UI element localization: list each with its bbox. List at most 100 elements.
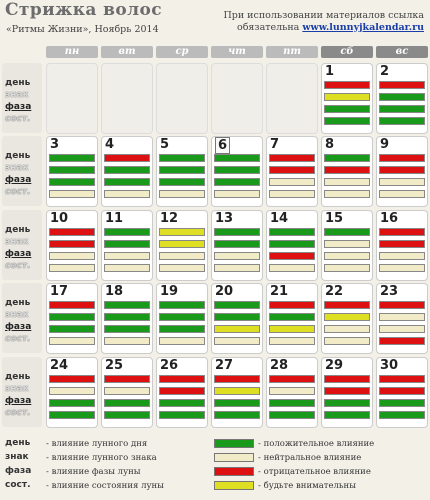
influence-bar-2 [159, 178, 205, 186]
day-cell-22[interactable]: 22 [321, 283, 373, 354]
influence-bar-2 [49, 325, 95, 333]
day-number: 18 [105, 284, 124, 299]
day-cell-17[interactable]: 17 [46, 283, 98, 354]
row-label-0: день [5, 78, 31, 88]
influence-bar-2 [159, 252, 205, 260]
day-cell-8[interactable]: 8 [321, 136, 373, 207]
influence-bar-1 [324, 313, 370, 321]
day-number: 11 [105, 211, 124, 226]
influence-bar-2 [269, 325, 315, 333]
influence-bar-0 [49, 228, 95, 236]
day-number: 26 [160, 358, 179, 373]
day-cell-7[interactable]: 7 [266, 136, 318, 207]
legend-desc-0: - влияние лунного дня [46, 439, 148, 449]
day-cell-29[interactable]: 29 [321, 357, 373, 428]
influence-bar-1 [214, 166, 260, 174]
row-label-3: сост. [5, 187, 31, 197]
day-cell-11[interactable]: 11 [101, 210, 153, 281]
day-cell-3[interactable]: 3 [46, 136, 98, 207]
day-cell-13[interactable]: 13 [211, 210, 263, 281]
influence-bar-0 [104, 375, 150, 383]
influence-bar-0 [214, 375, 260, 383]
day-cell-12[interactable]: 12 [156, 210, 208, 281]
day-cell-24[interactable]: 24 [46, 357, 98, 428]
day-cell-21[interactable]: 21 [266, 283, 318, 354]
influence-bar-3 [379, 337, 425, 345]
influence-bar-3 [159, 337, 205, 345]
row-label-2: фаза [5, 249, 32, 259]
day-cell-20[interactable]: 20 [211, 283, 263, 354]
influence-bar-0 [269, 228, 315, 236]
influence-bar-3 [269, 337, 315, 345]
influence-bar-1 [379, 240, 425, 248]
site-link[interactable]: www.lunnyjkalendar.ru [302, 22, 424, 33]
influence-bar-0 [49, 375, 95, 383]
influence-bar-3 [159, 411, 205, 419]
influence-bar-3 [214, 411, 260, 419]
influence-bar-3 [379, 117, 425, 125]
influence-bar-3 [379, 411, 425, 419]
row-label-1: знак [5, 90, 29, 100]
dow-header-0: пн [46, 46, 98, 58]
influence-bar-0 [104, 154, 150, 162]
day-cell-30[interactable]: 30 [376, 357, 428, 428]
day-cell-16[interactable]: 16 [376, 210, 428, 281]
influence-bar-1 [269, 166, 315, 174]
day-cell-23[interactable]: 23 [376, 283, 428, 354]
influence-bar-2 [104, 399, 150, 407]
influence-bar-2 [379, 105, 425, 113]
day-cell-25[interactable]: 25 [101, 357, 153, 428]
influence-bar-0 [379, 228, 425, 236]
day-cell-1[interactable]: 1 [321, 63, 373, 134]
influence-bar-3 [104, 190, 150, 198]
day-number: 25 [105, 358, 124, 373]
day-cell-27[interactable]: 27 [211, 357, 263, 428]
day-cell-10[interactable]: 10 [46, 210, 98, 281]
day-cell-14[interactable]: 14 [266, 210, 318, 281]
day-number: 15 [325, 211, 344, 226]
influence-bar-3 [324, 117, 370, 125]
influence-bar-0 [269, 375, 315, 383]
day-number: 8 [325, 137, 335, 152]
empty-cell [156, 63, 208, 134]
influence-bar-0 [379, 375, 425, 383]
legend-key-0: день [5, 438, 31, 448]
dow-header-2: ср [156, 46, 208, 58]
influence-bar-0 [159, 154, 205, 162]
influence-bar-0 [104, 301, 150, 309]
day-cell-6[interactable]: 6 [211, 136, 263, 207]
row-label-1: знак [5, 384, 29, 394]
day-cell-18[interactable]: 18 [101, 283, 153, 354]
day-cell-4[interactable]: 4 [101, 136, 153, 207]
influence-bar-3 [324, 264, 370, 272]
day-cell-15[interactable]: 15 [321, 210, 373, 281]
day-number: 12 [160, 211, 179, 226]
notice-line1: При использовании материалов ссылка [223, 10, 424, 21]
influence-bar-0 [214, 154, 260, 162]
day-cell-26[interactable]: 26 [156, 357, 208, 428]
day-number: 2 [380, 64, 390, 79]
influence-bar-2 [324, 399, 370, 407]
legend-swatch-3 [214, 481, 254, 490]
influence-bar-3 [269, 264, 315, 272]
influence-bar-2 [104, 252, 150, 260]
influence-bar-1 [214, 240, 260, 248]
influence-bar-1 [269, 387, 315, 395]
day-cell-9[interactable]: 9 [376, 136, 428, 207]
influence-bar-1 [159, 313, 205, 321]
influence-bar-3 [49, 411, 95, 419]
influence-bar-1 [324, 166, 370, 174]
influence-bar-0 [269, 301, 315, 309]
day-cell-28[interactable]: 28 [266, 357, 318, 428]
day-cell-19[interactable]: 19 [156, 283, 208, 354]
influence-bar-0 [159, 375, 205, 383]
dow-header-4: пт [266, 46, 318, 58]
influence-bar-1 [159, 240, 205, 248]
influence-bar-2 [214, 252, 260, 260]
day-cell-5[interactable]: 5 [156, 136, 208, 207]
day-cell-2[interactable]: 2 [376, 63, 428, 134]
row-label-3: сост. [5, 334, 31, 344]
influence-bar-0 [324, 301, 370, 309]
influence-bar-3 [104, 411, 150, 419]
influence-bar-1 [104, 313, 150, 321]
